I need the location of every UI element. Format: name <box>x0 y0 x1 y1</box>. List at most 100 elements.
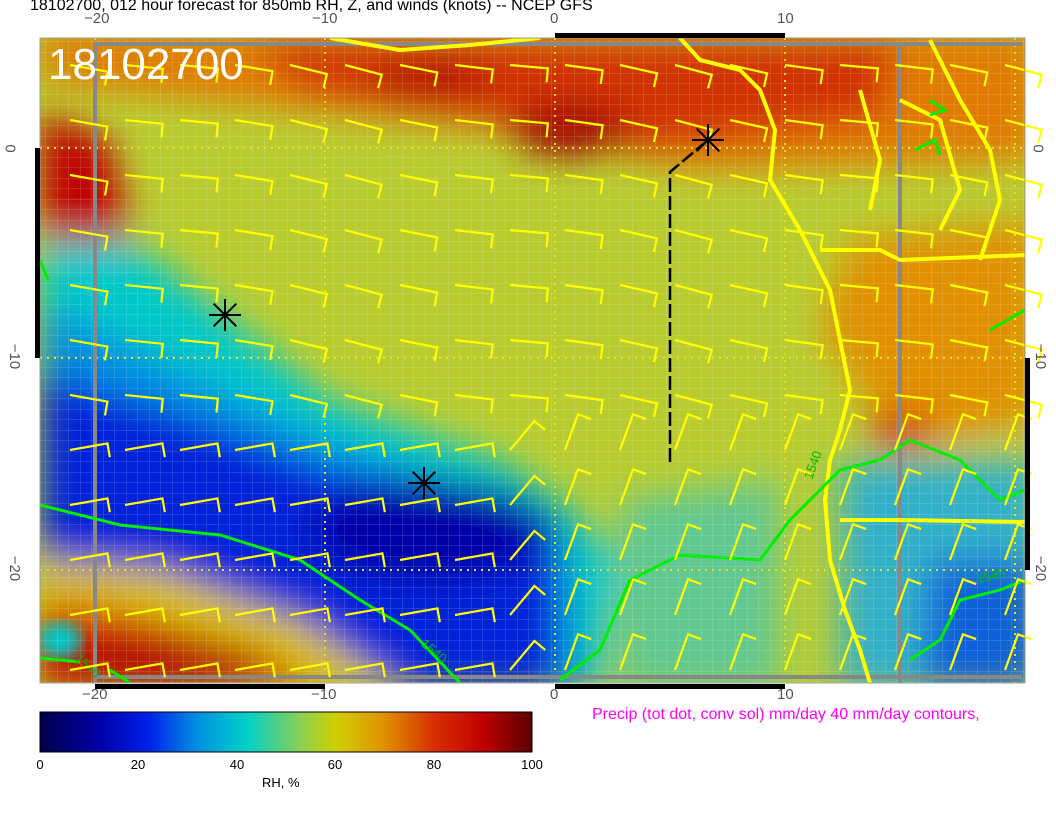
contour-label: 1560 <box>975 565 1007 587</box>
height-contours <box>40 98 1025 683</box>
lat-tick-left: −10 <box>6 343 24 370</box>
wind-barb <box>509 419 546 451</box>
wind-barb <box>124 283 165 303</box>
wind-barb <box>1004 283 1044 309</box>
wind-barb <box>69 338 109 361</box>
wind-barb <box>454 393 494 414</box>
wind-barb <box>618 577 647 616</box>
wind-barb <box>563 577 592 616</box>
wind-barb <box>1004 228 1044 254</box>
wind-barb <box>179 393 220 413</box>
wind-barb <box>564 173 604 195</box>
wind-barb <box>179 118 220 138</box>
wind-barb <box>124 607 166 623</box>
wind-barb <box>728 412 757 451</box>
wind-barb <box>838 522 867 561</box>
wind-barb <box>839 338 880 358</box>
figure-title: 18102700, 012 hour forecast for 850mb RH… <box>30 0 593 14</box>
wind-barb <box>949 338 989 362</box>
wind-barb <box>179 338 220 358</box>
wind-barb <box>893 577 922 616</box>
wind-barb <box>399 497 441 513</box>
wind-barb <box>344 283 384 309</box>
wind-barb <box>69 118 109 141</box>
lon-tick-top: −10 <box>312 10 338 27</box>
wind-barb <box>784 228 824 250</box>
wind-barb <box>728 632 757 671</box>
wind-barb <box>563 412 592 451</box>
wind-barb <box>399 393 439 417</box>
wind-barb <box>619 118 659 143</box>
wind-barb <box>618 412 647 451</box>
wind-barb <box>179 63 220 83</box>
wind-barb <box>673 522 702 561</box>
lon-tick-top: 10 <box>777 10 794 27</box>
wind-barb <box>893 522 922 561</box>
wind-barb <box>124 497 166 513</box>
wind-barb <box>69 228 109 251</box>
wind-barb <box>838 467 867 506</box>
wind-barb <box>729 283 769 308</box>
colorbar-tick: 40 <box>229 757 245 772</box>
wind-barb <box>948 632 977 671</box>
wind-barb <box>124 442 166 458</box>
wind-barb <box>234 63 274 86</box>
wind-barb <box>509 639 546 671</box>
wind-barb <box>619 338 659 363</box>
wind-barb <box>1004 173 1044 199</box>
wind-barb <box>783 632 812 671</box>
wind-barb <box>839 393 880 413</box>
wind-barb <box>619 393 659 418</box>
lon-tick-bottom: 0 <box>550 686 559 703</box>
lon-tick-bottom: −20 <box>82 686 108 703</box>
wind-barb <box>454 118 494 139</box>
wind-barb <box>289 442 331 458</box>
wind-barb <box>673 632 702 671</box>
wind-barb <box>124 552 166 568</box>
wind-barb <box>564 228 604 250</box>
wind-barb <box>344 338 384 364</box>
wind-barb <box>893 632 922 671</box>
wind-barb <box>784 63 824 85</box>
wind-barb <box>289 607 331 623</box>
wind-barb <box>564 338 604 360</box>
wind-barb <box>124 393 165 413</box>
wind-barb <box>454 662 496 678</box>
wind-barb <box>1004 63 1044 89</box>
wind-barb <box>454 607 496 623</box>
markers <box>209 124 724 499</box>
wind-barb <box>619 283 659 308</box>
colorbar-tick: 60 <box>327 757 343 772</box>
wind-barb <box>399 338 439 362</box>
wind-barb <box>509 338 550 358</box>
wind-barb <box>839 173 880 193</box>
wind-barb <box>234 607 276 623</box>
wind-barb <box>674 393 714 419</box>
wind-barb <box>784 118 824 140</box>
wind-barb <box>289 552 331 568</box>
wind-barb <box>454 173 494 194</box>
lat-tick-right: −20 <box>1032 555 1050 582</box>
wind-barb <box>729 228 769 253</box>
wind-barb <box>509 118 550 138</box>
wind-barb <box>838 412 867 451</box>
wind-barb <box>1003 632 1032 671</box>
wind-barb <box>894 228 934 249</box>
wind-barb <box>894 338 934 359</box>
wind-barb <box>179 442 221 458</box>
wind-barb <box>729 63 769 88</box>
wind-barb <box>509 63 550 83</box>
wind-barb <box>729 173 769 198</box>
colorbar-tick: 100 <box>521 757 543 772</box>
wind-barb <box>234 338 274 361</box>
wind-barb <box>289 173 329 198</box>
wind-barb <box>674 63 714 89</box>
wind-barb <box>564 63 604 85</box>
wind-barb <box>838 577 867 616</box>
rh-field <box>40 38 1025 683</box>
wind-barb <box>839 283 880 303</box>
asterisk-marker <box>209 299 241 331</box>
date-stamp: 18102700 <box>48 40 244 89</box>
colorbar <box>39 711 533 753</box>
